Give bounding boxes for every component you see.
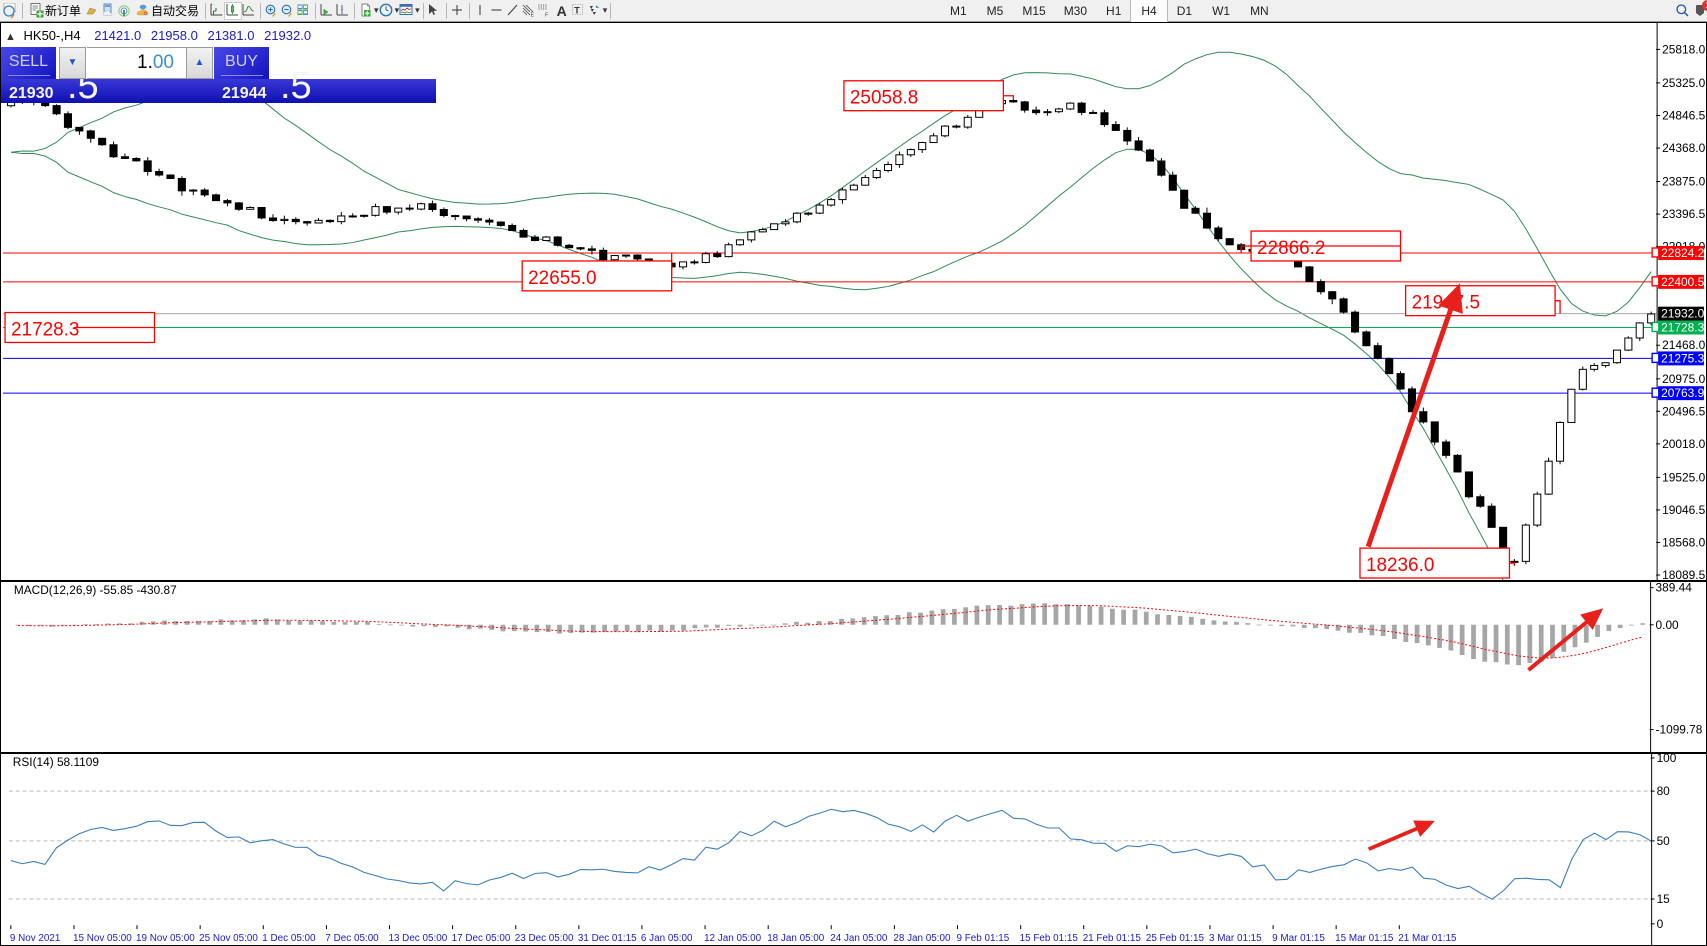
svg-text:23396.5: 23396.5 <box>1662 207 1706 221</box>
svg-text:21932.0: 21932.0 <box>1661 307 1705 321</box>
svg-text:3 Mar 01:15: 3 Mar 01:15 <box>1209 933 1262 944</box>
svg-text:E: E <box>530 12 534 18</box>
svg-text:25818.0: 25818.0 <box>1662 42 1706 56</box>
svg-text:25058.8: 25058.8 <box>850 88 918 109</box>
svg-text:9 Feb 01:15: 9 Feb 01:15 <box>957 933 1010 944</box>
svg-text:21275.3: 21275.3 <box>1661 351 1705 365</box>
svg-text:18236.0: 18236.0 <box>1366 555 1434 576</box>
svg-text:24846.5: 24846.5 <box>1662 108 1706 122</box>
svg-text:23875.0: 23875.0 <box>1662 175 1706 189</box>
svg-text:22400.5: 22400.5 <box>1661 275 1705 289</box>
svg-text:F: F <box>545 12 549 18</box>
svg-text:25325.0: 25325.0 <box>1662 76 1706 90</box>
svg-text:RSI(14) 58.1109: RSI(14) 58.1109 <box>13 755 100 769</box>
svg-text:20975.0: 20975.0 <box>1662 372 1706 386</box>
svg-text:12 Jan 05:00: 12 Jan 05:00 <box>704 933 762 944</box>
svg-text:15 Nov 05:00: 15 Nov 05:00 <box>73 933 132 944</box>
svg-text:9 Nov 2021: 9 Nov 2021 <box>10 933 61 944</box>
svg-text:17 Dec 05:00: 17 Dec 05:00 <box>452 933 511 944</box>
svg-text:T: T <box>574 5 580 15</box>
svg-text:31 Dec 01:15: 31 Dec 01:15 <box>578 933 637 944</box>
svg-text:80: 80 <box>1657 784 1671 798</box>
svg-text:20763.9: 20763.9 <box>1661 386 1705 400</box>
svg-text:20496.5: 20496.5 <box>1662 404 1706 418</box>
svg-text:19 Nov 05:00: 19 Nov 05:00 <box>136 933 195 944</box>
svg-text:28 Jan 05:00: 28 Jan 05:00 <box>893 933 951 944</box>
svg-text:13 Dec 05:00: 13 Dec 05:00 <box>388 933 447 944</box>
svg-text:25 Nov 05:00: 25 Nov 05:00 <box>199 933 258 944</box>
svg-text:22655.0: 22655.0 <box>528 268 596 289</box>
svg-text:22824.2: 22824.2 <box>1661 246 1705 260</box>
svg-text:24368.0: 24368.0 <box>1662 141 1706 155</box>
svg-text:15 Mar 01:15: 15 Mar 01:15 <box>1335 933 1394 944</box>
svg-text:18089.5: 18089.5 <box>1662 568 1706 580</box>
svg-text:18568.0: 18568.0 <box>1662 535 1706 549</box>
svg-text:22866.2: 22866.2 <box>1257 238 1325 259</box>
svg-text:15: 15 <box>1657 892 1671 906</box>
svg-text:7 Dec 05:00: 7 Dec 05:00 <box>325 933 379 944</box>
svg-text:23 Dec 05:00: 23 Dec 05:00 <box>515 933 574 944</box>
svg-text:100: 100 <box>1657 754 1677 765</box>
svg-text:21468.0: 21468.0 <box>1662 338 1706 352</box>
svg-text:-1099.78: -1099.78 <box>1656 723 1703 737</box>
svg-text:0.00: 0.00 <box>1656 618 1679 632</box>
svg-text:15 Feb 01:15: 15 Feb 01:15 <box>1020 933 1079 944</box>
svg-text:21 Feb 01:15: 21 Feb 01:15 <box>1083 933 1142 944</box>
svg-text:50: 50 <box>1657 834 1671 848</box>
svg-text:21 Mar 01:15: 21 Mar 01:15 <box>1398 933 1457 944</box>
svg-text:19525.0: 19525.0 <box>1662 470 1706 484</box>
svg-text:21728.3: 21728.3 <box>11 319 79 340</box>
svg-text:0: 0 <box>1657 917 1664 931</box>
svg-text:18 Jan 05:00: 18 Jan 05:00 <box>767 933 825 944</box>
svg-text:21728.3: 21728.3 <box>1661 320 1705 334</box>
svg-text:19046.5: 19046.5 <box>1662 503 1706 517</box>
svg-text:25 Feb 01:15: 25 Feb 01:15 <box>1146 933 1205 944</box>
svg-text:6 Jan 05:00: 6 Jan 05:00 <box>641 933 693 944</box>
svg-text:1 Dec 05:00: 1 Dec 05:00 <box>262 933 316 944</box>
svg-text:20018.0: 20018.0 <box>1662 437 1706 451</box>
svg-text:9 Mar 01:15: 9 Mar 01:15 <box>1272 933 1325 944</box>
svg-text:389.44: 389.44 <box>1656 582 1693 595</box>
svg-text:MACD(12,26,9) -55.85 -430.87: MACD(12,26,9) -55.85 -430.87 <box>14 583 177 597</box>
svg-text:24 Jan 05:00: 24 Jan 05:00 <box>830 933 888 944</box>
